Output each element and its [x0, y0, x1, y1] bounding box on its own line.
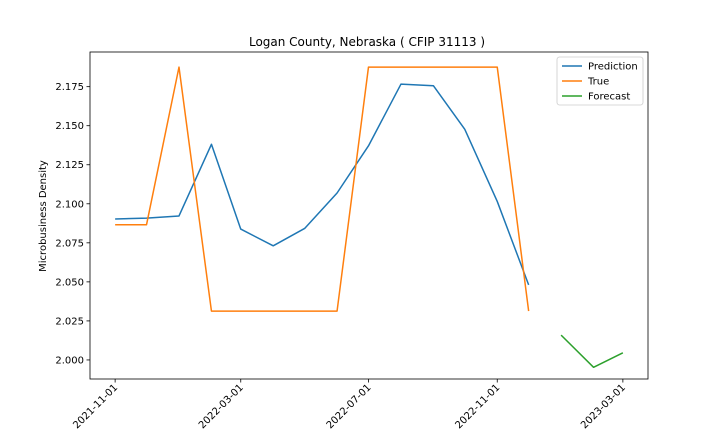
- x-tick-label: 2023-03-01: [579, 382, 628, 431]
- legend-label-forecast: Forecast: [588, 92, 630, 103]
- y-axis-label: Microbusiness Density: [38, 160, 49, 272]
- legend-label-true: True: [587, 77, 609, 88]
- x-tick-label: 2021-11-01: [71, 382, 120, 431]
- y-tick-label: 2.050: [55, 277, 84, 288]
- plot-lines: [115, 66, 624, 369]
- y-tick-label: 2.100: [55, 199, 84, 210]
- y-tick-label: 2.125: [55, 160, 84, 171]
- legend-label-prediction: Prediction: [588, 62, 638, 73]
- y-axis: 2.000 2.025 2.050 2.075 2.100 2.125 2.150 2.175: [55, 82, 90, 366]
- y-tick-label: 2.025: [55, 316, 84, 327]
- x-axis: 2021-11-01 2022-03-01 2022-07-01 2022-11-01…: [71, 379, 628, 431]
- x-tick-label: 2022-07-01: [325, 382, 374, 431]
- y-tick-label: 2.000: [55, 355, 84, 366]
- series-line-true: [115, 66, 530, 312]
- y-tick-label: 2.150: [55, 121, 84, 132]
- chart-title: Logan County, Nebraska ( CFIP 31113 ): [249, 35, 485, 49]
- plot-frame: [89, 51, 649, 380]
- legend: Prediction True Forecast: [556, 56, 644, 106]
- y-tick-label: 2.075: [55, 238, 84, 249]
- x-tick-label: 2022-11-01: [453, 382, 502, 431]
- x-tick-label: 2022-03-01: [197, 382, 246, 431]
- legend-box: [556, 56, 644, 106]
- series-line-forecast: [560, 334, 624, 369]
- y-tick-label: 2.175: [55, 82, 84, 93]
- series-line-prediction: [115, 83, 530, 286]
